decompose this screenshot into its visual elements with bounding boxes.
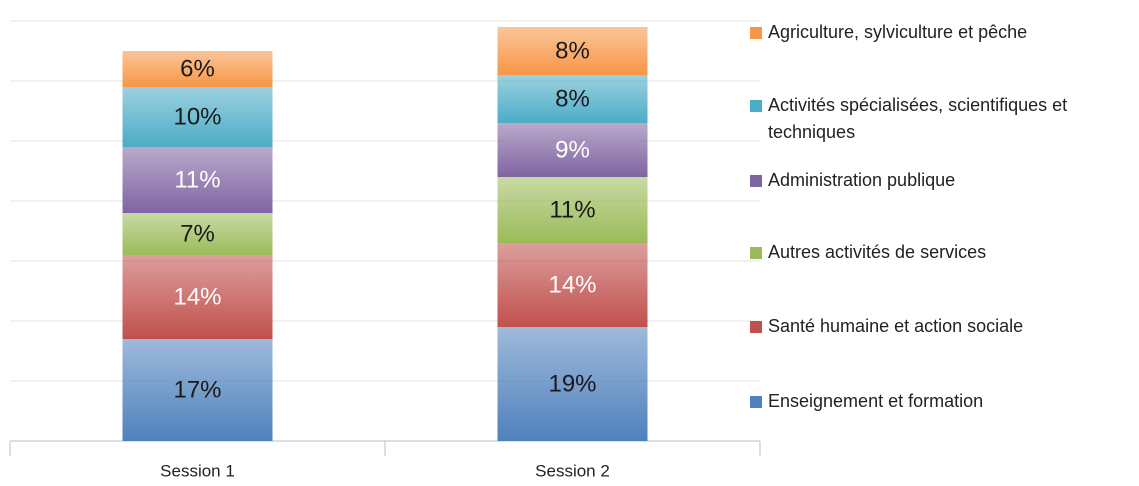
bar-segment xyxy=(122,213,273,255)
data-label: 14% xyxy=(548,271,596,298)
legend-swatch xyxy=(750,100,762,112)
bar-segment xyxy=(122,339,273,441)
data-label: 8% xyxy=(555,37,590,64)
legend-label: Autres activités de services xyxy=(768,242,987,262)
data-label: 11% xyxy=(174,166,220,193)
bar-segment xyxy=(497,75,648,123)
bar-segment xyxy=(497,177,648,243)
x-tick-label: Session 1 xyxy=(160,461,235,480)
legend-item: Santé humaine et action sociale xyxy=(750,313,1023,340)
legend-item: Enseignement et formation xyxy=(750,388,983,415)
bar-segment xyxy=(497,123,648,177)
legend-item: Activités spécialisées, scientifiques et… xyxy=(750,92,1108,146)
legend-swatch xyxy=(750,175,762,187)
bar-segment xyxy=(122,255,273,339)
bar-segment xyxy=(122,51,273,87)
legend-label: Enseignement et formation xyxy=(768,391,984,411)
data-label: 7% xyxy=(180,220,215,247)
legend-item: Autres activités de services xyxy=(750,239,986,266)
legend-label: Santé humaine et action sociale xyxy=(768,316,1024,336)
legend-label: Administration publique xyxy=(768,170,956,190)
data-label: 14% xyxy=(173,283,221,310)
legend-item: Agriculture, sylviculture et pêche xyxy=(750,19,1027,46)
legend-swatch xyxy=(750,396,762,408)
data-label: 17% xyxy=(173,376,221,403)
legend-label: Agriculture, sylviculture et pêche xyxy=(768,22,1028,42)
x-tick-label: Session 2 xyxy=(535,461,610,480)
bar-segment xyxy=(497,243,648,327)
data-label: 9% xyxy=(555,136,590,163)
data-label: 11% xyxy=(549,196,595,223)
legend-swatch xyxy=(750,321,762,333)
bar-segment xyxy=(497,27,648,75)
legend-swatch xyxy=(750,27,762,39)
bar-segment xyxy=(122,147,273,213)
legend-label: Activités spécialisées, scientifiques et… xyxy=(768,95,1068,142)
bar-segment xyxy=(122,87,273,147)
legend-swatch xyxy=(750,247,762,259)
data-label: 8% xyxy=(555,85,590,112)
legend-item: Administration publique xyxy=(750,167,955,194)
data-label: 6% xyxy=(180,55,215,82)
bar-segment xyxy=(497,327,648,441)
data-label: 19% xyxy=(548,370,596,397)
data-label: 10% xyxy=(173,103,221,130)
